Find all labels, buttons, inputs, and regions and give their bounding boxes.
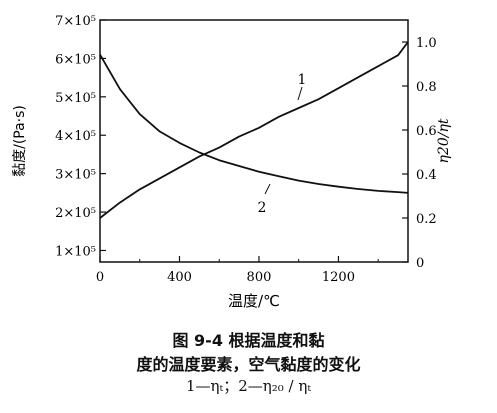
series-2-point: [278, 175, 280, 177]
x-tick-label: 400: [167, 270, 192, 285]
series-2-point: [377, 190, 379, 192]
series-2-point: [407, 192, 409, 194]
y-right-tick-label: 0.6: [416, 124, 437, 139]
y-right-tick-label: 0.8: [416, 80, 437, 95]
caption-line-2: 度的温度要素，空气黏度的变化: [136, 355, 361, 374]
series-2-point: [139, 113, 141, 115]
chart: 0 400 800 1200 1×10⁵ 2×10⁵ 3×10⁵ 4×10⁵ 5×10⁵ 6×10…: [12, 14, 452, 310]
series-2-point: [99, 53, 101, 56]
x-tick-label: 1200: [322, 270, 355, 285]
y-left-tick-label: 5×10⁵: [55, 91, 96, 106]
series-1-point: [119, 202, 121, 204]
x-tick-label: 0: [96, 270, 104, 285]
axis-ticks: [99, 19, 408, 263]
x-axis-label: 温度/℃: [228, 292, 280, 310]
series-2-point: [159, 130, 161, 132]
y-left-tick-label: 4×10⁵: [55, 129, 96, 144]
y-left-tick-label: 7×10⁵: [55, 14, 96, 29]
curve-label-1: 1: [298, 72, 307, 88]
series-1-point: [377, 65, 379, 67]
series-2-point: [317, 183, 320, 185]
caption-line-3: 1—ηₜ；2—η₂₀ / ηₜ: [185, 377, 312, 395]
y-left-axis-label: 黏度/(Pa·s): [12, 105, 28, 177]
y-left-tick-label: 3×10⁵: [55, 168, 96, 183]
y-right-axis-label: η20/ηt: [436, 118, 452, 163]
series-1-point: [298, 107, 300, 109]
series-2-point: [337, 186, 340, 188]
y-left-tick-label: 2×10⁵: [55, 206, 96, 221]
series-2-point: [397, 191, 399, 193]
axis-labels: 1 2 温度/℃ 黏度/(Pa·s) η20/ηt: [12, 72, 452, 310]
series-1-point: [407, 41, 409, 43]
series-1-point: [357, 76, 359, 78]
series-1-point: [198, 155, 200, 157]
x-tick-label: 800: [247, 270, 272, 285]
series-1-point: [337, 87, 340, 89]
series-2-point: [119, 88, 121, 90]
y-left-tick-label: 1×10⁵: [55, 244, 96, 259]
plot-border: [99, 19, 409, 263]
series-layer: [99, 41, 409, 219]
y-right-tick-label: 0.2: [416, 212, 437, 227]
y-right-tick-label: 1.0: [416, 36, 437, 51]
y-right-tick-label: 0: [416, 256, 424, 271]
series-1-point: [218, 147, 220, 149]
series-2-point: [238, 165, 240, 167]
series-2-point: [258, 171, 260, 173]
curve-label-2: 2: [258, 200, 267, 216]
series-2-point: [218, 159, 220, 161]
plot-frame: [99, 19, 409, 263]
series-1-point: [178, 166, 181, 168]
series-2-point: [357, 188, 359, 190]
series-2-point: [298, 179, 300, 182]
series-1-point: [139, 188, 141, 190]
caption-line-1: 图 9-4 根据温度和黏: [172, 331, 325, 350]
series-2-point: [198, 151, 200, 154]
y-right-tick-label: 0.4: [416, 168, 437, 183]
series-1-point: [258, 127, 260, 129]
y-left-tick-label: 6×10⁵: [55, 52, 96, 67]
tick-labels: 0 400 800 1200 1×10⁵ 2×10⁵ 3×10⁵ 4×10⁵ 5×10⁵ 6×10…: [55, 14, 437, 285]
series-1-point: [397, 54, 399, 56]
series-1-point: [317, 98, 320, 100]
series-1-line: [99, 41, 409, 219]
series-1-point: [278, 116, 280, 118]
series-1-point: [238, 136, 240, 138]
series-1-point: [159, 177, 161, 179]
curve-1-leader: [297, 86, 303, 101]
curve-2-leader: [264, 183, 271, 195]
series-2-point: [178, 142, 181, 144]
series-1-point: [99, 217, 101, 219]
